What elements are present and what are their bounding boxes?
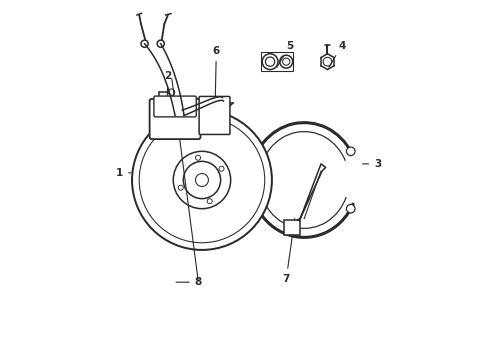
Circle shape <box>346 147 355 156</box>
Circle shape <box>283 58 290 65</box>
Bar <box>284 220 299 234</box>
Circle shape <box>132 110 272 250</box>
Circle shape <box>220 98 227 104</box>
Circle shape <box>173 151 231 209</box>
Circle shape <box>262 54 278 69</box>
Circle shape <box>346 204 355 213</box>
Circle shape <box>160 121 170 131</box>
Circle shape <box>139 117 265 243</box>
Circle shape <box>196 155 200 160</box>
Text: 8: 8 <box>176 277 202 287</box>
Circle shape <box>219 166 224 171</box>
Circle shape <box>179 118 194 133</box>
FancyBboxPatch shape <box>154 96 196 117</box>
Text: 6: 6 <box>213 46 220 132</box>
Text: 5: 5 <box>277 41 294 67</box>
FancyBboxPatch shape <box>149 99 200 139</box>
Circle shape <box>323 57 332 66</box>
Circle shape <box>183 161 220 199</box>
Circle shape <box>157 40 164 47</box>
Circle shape <box>141 40 148 47</box>
Text: 4: 4 <box>329 41 345 67</box>
Circle shape <box>183 122 190 129</box>
Circle shape <box>286 226 292 231</box>
Bar <box>261 52 294 71</box>
Circle shape <box>178 185 183 190</box>
FancyBboxPatch shape <box>199 96 230 134</box>
Circle shape <box>207 199 212 204</box>
Circle shape <box>196 174 208 186</box>
Text: 3: 3 <box>363 159 381 169</box>
Circle shape <box>266 57 275 66</box>
Circle shape <box>155 116 174 135</box>
Circle shape <box>280 55 293 68</box>
Text: 1: 1 <box>116 168 131 178</box>
Text: 7: 7 <box>283 219 295 284</box>
Text: 2: 2 <box>164 71 171 132</box>
Circle shape <box>168 89 175 95</box>
